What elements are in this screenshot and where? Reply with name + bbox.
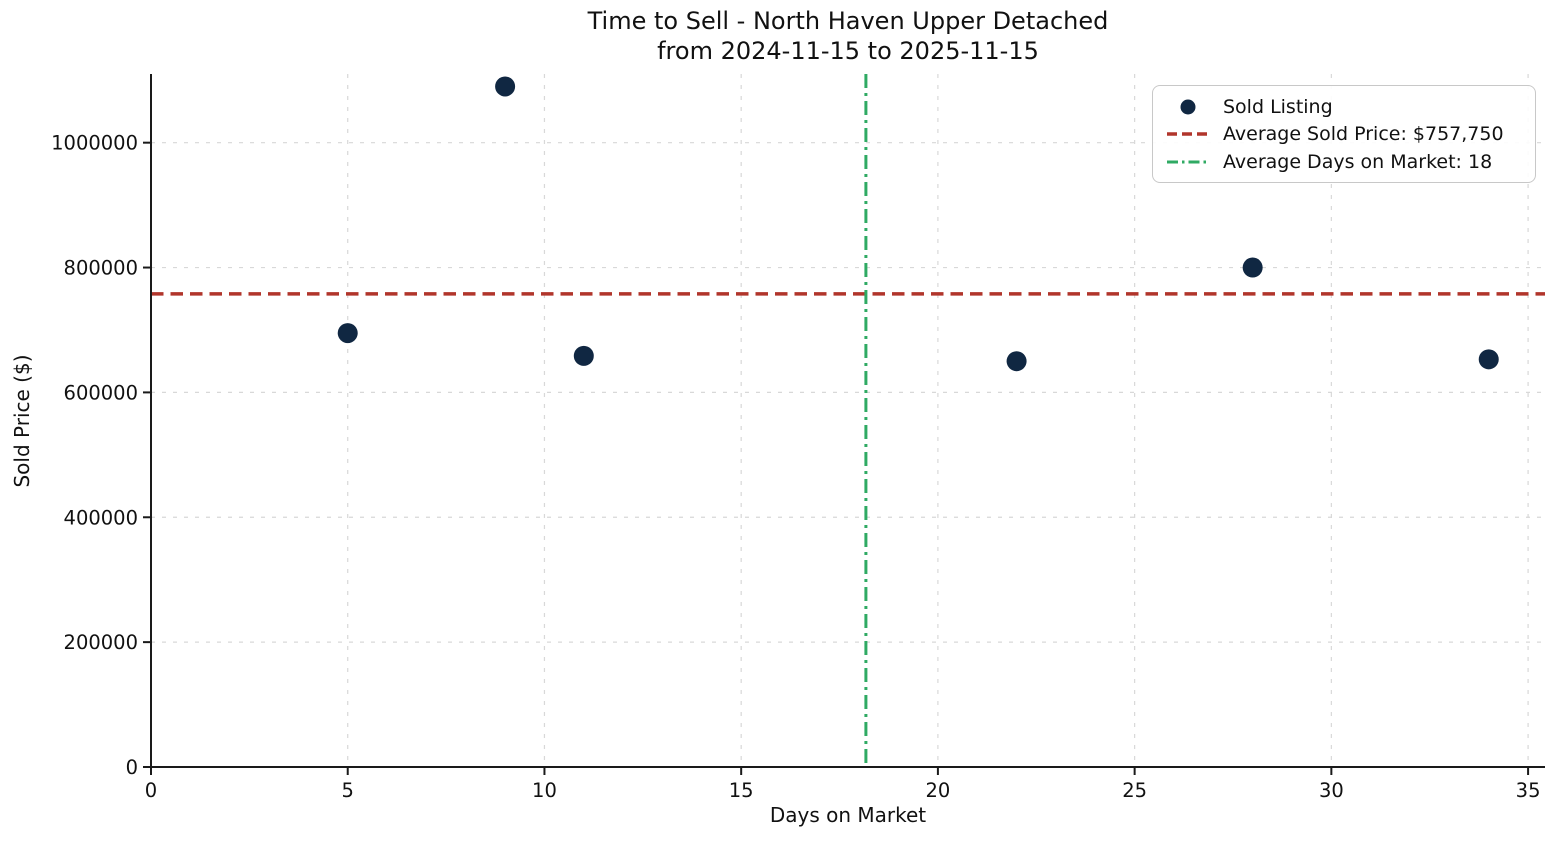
legend-label-average-sold-price: Average Sold Price: $757,750 xyxy=(1223,123,1504,145)
average-price-line-icon xyxy=(1165,123,1211,145)
x-tick-label: 20 xyxy=(925,779,950,802)
y-axis-label: Sold Price ($) xyxy=(10,354,34,488)
data-point xyxy=(573,345,594,366)
y-tick-label: 800000 xyxy=(64,257,138,280)
chart-subtitle: from 2024-11-15 to 2025-11-15 xyxy=(657,36,1039,65)
average-days-line-icon xyxy=(1165,151,1211,173)
x-tick-label: 35 xyxy=(1516,779,1541,802)
y-tick-label: 200000 xyxy=(64,631,138,654)
x-tick-label: 25 xyxy=(1122,779,1147,802)
x-tick-label: 30 xyxy=(1319,779,1344,802)
x-axis-label: Days on Market xyxy=(769,803,927,827)
x-tick-label: 0 xyxy=(145,779,157,802)
legend-row-average-sold-price: Average Sold Price: $757,750 xyxy=(1165,123,1523,145)
x-tick-label: 10 xyxy=(532,779,557,802)
x-tick-label: 15 xyxy=(729,779,754,802)
data-point xyxy=(337,323,358,344)
legend-label-sold-listing: Sold Listing xyxy=(1223,95,1333,118)
legend-row-sold-listing: Sold Listing xyxy=(1165,96,1523,118)
chart-title-block: Time to Sell - North Haven Upper Detache… xyxy=(151,7,1545,66)
y-tick-label: 0 xyxy=(126,756,138,779)
sold-listing-marker-icon xyxy=(1165,96,1211,118)
y-tick-label: 600000 xyxy=(64,381,138,404)
legend: Sold Listing Average Sold Price: $757,75… xyxy=(1152,85,1536,183)
data-point xyxy=(1242,257,1263,278)
data-point xyxy=(1006,351,1027,372)
data-point xyxy=(495,76,516,97)
y-tick-label: 400000 xyxy=(64,506,138,529)
y-tick-label: 1000000 xyxy=(51,132,138,155)
legend-row-average-days: Average Days on Market: 18 xyxy=(1165,151,1523,173)
legend-label-average-days: Average Days on Market: 18 xyxy=(1223,150,1493,173)
chart-title: Time to Sell - North Haven Upper Detache… xyxy=(587,7,1109,35)
data-point xyxy=(1478,349,1499,370)
x-tick-label: 5 xyxy=(342,779,354,802)
